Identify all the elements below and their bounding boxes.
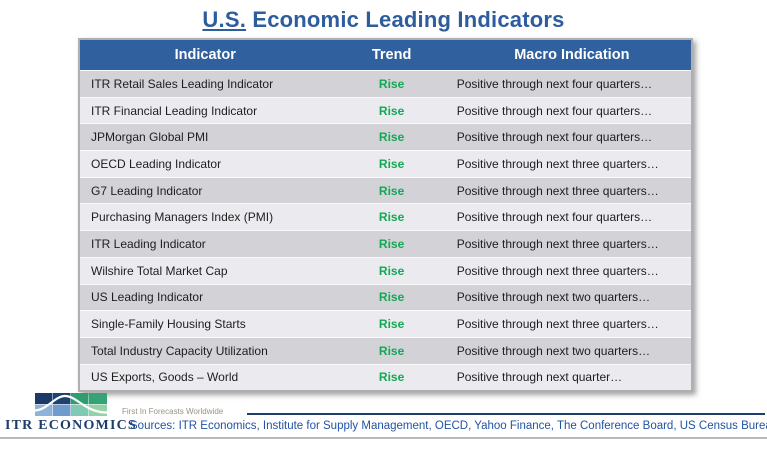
table-row: ITR Retail Sales Leading Indicator Rise … [80,70,691,97]
table-row: Single-Family Housing Starts Rise Positi… [80,310,691,337]
table-row: JPMorgan Global PMI Rise Positive throug… [80,123,691,151]
indicator-cell: US Leading Indicator [91,290,204,305]
title-underlined-part: U.S. [202,7,247,32]
table-row: Wilshire Total Market Cap Rise Positive … [80,256,691,284]
trend-value: Rise [378,76,405,91]
indicator-cell: Purchasing Managers Index (PMI) [91,210,274,225]
header-trend: Trend [371,47,412,63]
indicators-table: Indicator Trend Macro Indication ITR Ret… [78,38,693,393]
macro-indication-cell: Positive through next four quarters… [456,103,653,118]
sources-line: Sources: ITR Economics, Institute for Su… [130,420,767,432]
trend-value: Rise [378,103,405,118]
indicator-cell: Total Industry Capacity Utilization [91,343,268,358]
indicator-cell: US Exports, Goods – World [91,370,239,385]
macro-indication-cell: Positive through next quarter… [456,370,623,385]
header-macro-indication: Macro Indication [514,47,630,63]
table-row: ITR Financial Leading Indicator Rise Pos… [80,96,691,124]
table-row: US Leading Indicator Rise Positive throu… [80,283,691,311]
indicator-cell: OECD Leading Indicator [91,156,222,171]
indicator-cell: Wilshire Total Market Cap [91,263,228,278]
tagline-rule [247,413,765,415]
macro-indication-cell: Positive through next three quarters… [456,263,659,278]
table-row: Total Industry Capacity Utilization Rise… [80,336,691,364]
table-row: US Exports, Goods – World Rise Positive … [80,363,691,391]
table-row: OECD Leading Indicator Rise Positive thr… [80,150,691,177]
trend-value: Rise [378,263,405,278]
trend-value: Rise [378,236,405,251]
macro-indication-cell: Positive through next four quarters… [456,130,653,145]
macro-indication-cell: Positive through next three quarters… [456,317,659,332]
itr-economics-logo-icon [35,393,107,416]
brand-name: ITR ECONOMICS [5,418,137,433]
trend-value: Rise [378,183,405,198]
table-row: G7 Leading Indicator Rise Positive throu… [80,176,691,204]
title-rest: Economic Leading Indicators [246,7,565,32]
indicator-cell: Single-Family Housing Starts [91,317,246,332]
table-header-row: Indicator Trend Macro Indication [80,40,691,70]
indicator-cell: ITR Leading Indicator [91,236,206,251]
macro-indication-cell: Positive through next four quarters… [456,210,653,225]
trend-value: Rise [378,130,405,145]
header-indicator: Indicator [174,47,236,63]
indicator-cell: G7 Leading Indicator [91,183,203,198]
macro-indication-cell: Positive through next three quarters… [456,156,659,171]
macro-indication-cell: Positive through next three quarters… [456,236,659,251]
indicator-cell: ITR Retail Sales Leading Indicator [91,76,274,91]
trend-value: Rise [378,156,405,171]
trend-value: Rise [378,210,405,225]
trend-value: Rise [378,290,405,305]
bottom-divider [0,437,767,439]
brand-tagline: First In Forecasts Worldwide [122,407,224,416]
macro-indication-cell: Positive through next two quarters… [456,343,651,358]
trend-value: Rise [378,317,405,332]
macro-indication-cell: Positive through next two quarters… [456,290,651,305]
indicator-cell: ITR Financial Leading Indicator [91,103,258,118]
page-title: U.S. Economic Leading Indicators [0,7,767,33]
table-row: Purchasing Managers Index (PMI) Rise Pos… [80,203,691,231]
trend-value: Rise [378,370,405,385]
macro-indication-cell: Positive through next four quarters… [456,76,653,91]
table-row: ITR Leading Indicator Rise Positive thro… [80,230,691,257]
trend-value: Rise [378,343,405,358]
macro-indication-cell: Positive through next three quarters… [456,183,659,198]
indicator-cell: JPMorgan Global PMI [91,130,209,145]
